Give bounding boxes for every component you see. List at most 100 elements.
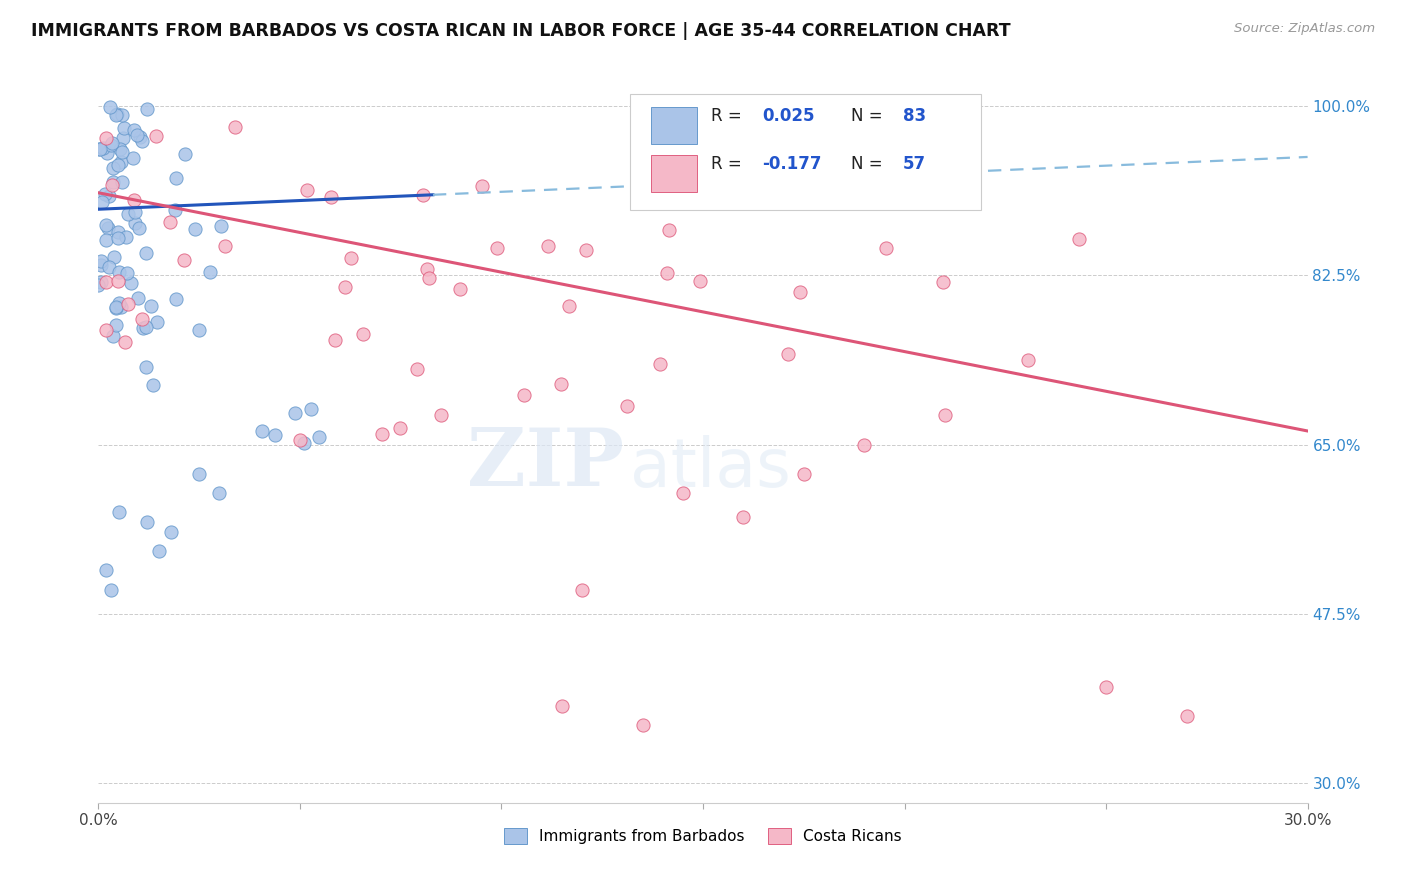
Point — [537, 238, 560, 252]
Point — [932, 275, 955, 289]
Point — [135, 246, 157, 260]
Point — [733, 510, 755, 524]
Point — [288, 433, 311, 447]
Point — [96, 146, 118, 161]
Point — [105, 301, 128, 315]
Point — [111, 108, 134, 122]
Point — [136, 102, 159, 116]
Point — [250, 424, 273, 438]
Legend: Immigrants from Barbados, Costa Ricans: Immigrants from Barbados, Costa Ricans — [498, 822, 908, 850]
Point — [159, 214, 181, 228]
Point — [108, 296, 131, 310]
Point — [135, 515, 157, 529]
Bar — [651, 107, 697, 145]
Point — [120, 277, 142, 291]
Point — [90, 194, 112, 209]
Bar — [651, 155, 697, 192]
Point — [110, 300, 132, 314]
Point — [98, 100, 121, 114]
Point — [658, 223, 681, 237]
Point — [263, 428, 285, 442]
Point — [430, 409, 453, 423]
Point — [284, 406, 307, 420]
Point — [100, 582, 122, 597]
Point — [131, 311, 153, 326]
Point — [107, 265, 129, 279]
Point — [125, 128, 148, 142]
Text: N =: N = — [851, 155, 887, 173]
Point — [875, 241, 897, 255]
Point — [853, 437, 876, 451]
Point — [103, 161, 125, 175]
Point — [789, 285, 811, 299]
Point — [142, 377, 165, 392]
Point — [128, 221, 150, 235]
Point — [97, 188, 120, 202]
Text: R =: R = — [711, 107, 748, 126]
Point — [96, 323, 118, 337]
Text: N =: N = — [851, 107, 887, 126]
Point — [128, 129, 150, 144]
Point — [112, 131, 135, 145]
Point — [165, 170, 187, 185]
Point — [122, 151, 145, 165]
Point — [104, 300, 127, 314]
Point — [575, 243, 598, 257]
Point — [934, 409, 956, 423]
Point — [352, 326, 374, 341]
Point — [449, 282, 471, 296]
Point — [187, 323, 209, 337]
Point — [224, 120, 246, 135]
Point — [111, 145, 134, 160]
Point — [416, 261, 439, 276]
Point — [105, 107, 128, 121]
Point — [389, 421, 412, 435]
Point — [103, 329, 125, 343]
Text: 0.025: 0.025 — [762, 107, 814, 126]
Point — [96, 233, 118, 247]
Point — [112, 120, 135, 135]
Text: R =: R = — [711, 155, 748, 173]
Point — [131, 135, 153, 149]
Point — [107, 158, 129, 172]
Text: atlas: atlas — [630, 435, 792, 501]
Point — [292, 435, 315, 450]
Point — [107, 505, 129, 519]
Point — [124, 204, 146, 219]
Text: -0.177: -0.177 — [762, 155, 821, 173]
Point — [111, 175, 134, 189]
Point — [96, 131, 118, 145]
Point — [101, 178, 124, 192]
Point — [160, 524, 183, 539]
Point — [208, 486, 231, 500]
Point — [98, 260, 121, 274]
Point — [184, 221, 207, 235]
Point — [631, 718, 654, 732]
Point — [163, 202, 186, 217]
Point — [672, 486, 695, 500]
Point — [418, 271, 440, 285]
Point — [90, 275, 112, 289]
Point — [198, 265, 221, 279]
Point — [108, 142, 131, 156]
Point — [214, 239, 236, 253]
Point — [340, 252, 363, 266]
Point — [103, 250, 125, 264]
Point — [87, 277, 110, 292]
Text: 83: 83 — [903, 107, 925, 126]
Point — [91, 141, 114, 155]
Point — [97, 221, 120, 235]
Point — [90, 254, 112, 268]
Point — [371, 427, 394, 442]
Point — [471, 179, 494, 194]
Point — [107, 274, 129, 288]
Point — [101, 136, 124, 151]
Point — [89, 142, 111, 156]
Point — [117, 266, 139, 280]
Text: ZIP: ZIP — [467, 425, 624, 503]
Point — [94, 186, 117, 201]
Point — [778, 347, 800, 361]
Point — [89, 142, 111, 156]
Point — [616, 399, 638, 413]
Point — [550, 377, 572, 392]
